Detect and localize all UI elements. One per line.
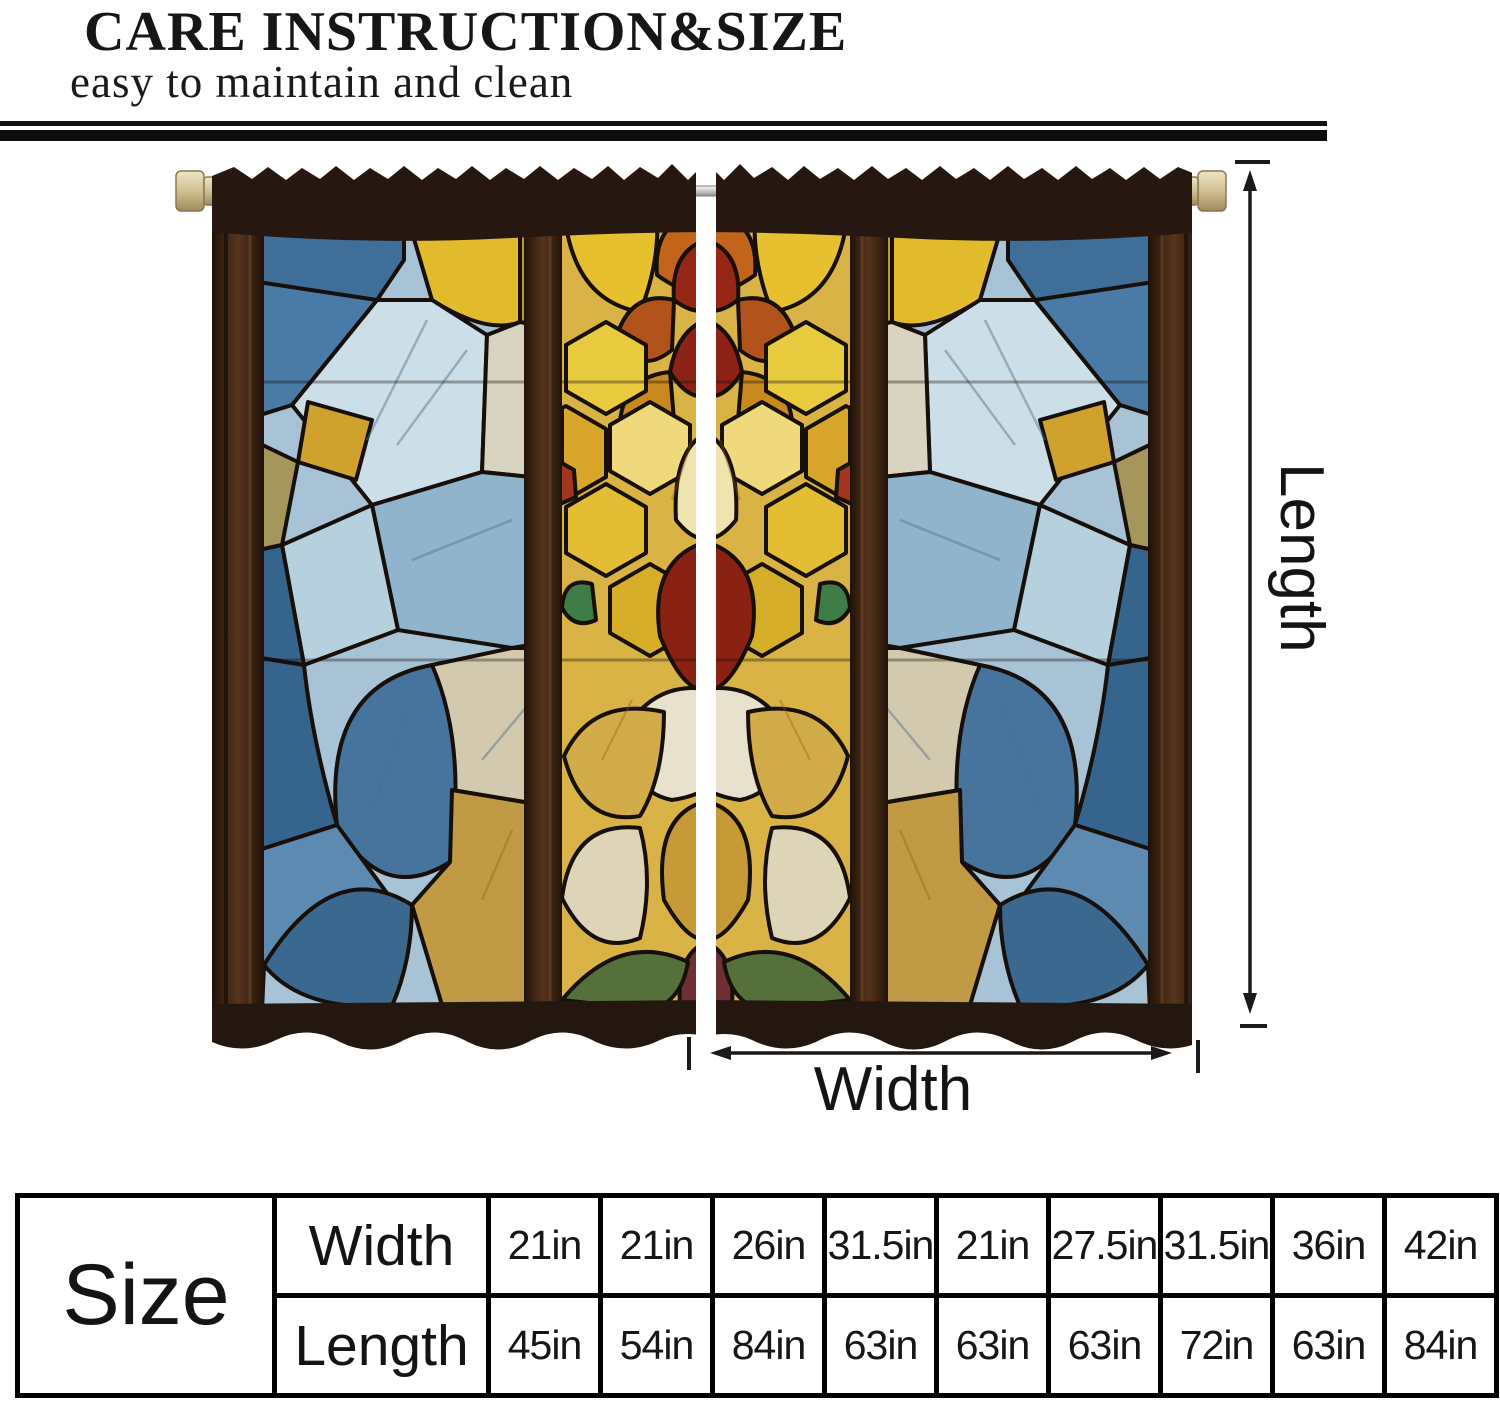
width-dimension-label: Width: [813, 1055, 973, 1124]
length-value: 54in: [598, 1293, 715, 1398]
curtain-panel-left: [212, 162, 696, 1052]
length-value: 84in: [710, 1293, 827, 1398]
length-value: 63in: [1046, 1293, 1163, 1398]
width-value: 42in: [1382, 1193, 1499, 1298]
curtain-panel-right: [716, 162, 1192, 1052]
size-chart: Size Width 21in 21in 26in 31.5in 21in 27…: [15, 1193, 1499, 1398]
width-value: 21in: [486, 1193, 603, 1298]
length-value: 84in: [1382, 1293, 1499, 1398]
size-table: Size Width 21in 21in 26in 31.5in 21in 27…: [15, 1193, 1499, 1398]
table-row-width: Size Width 21in 21in 26in 31.5in 21in 27…: [15, 1193, 1499, 1398]
width-value: 36in: [1270, 1193, 1387, 1298]
page-title: CARE INSTRUCTION&SIZE: [84, 1, 848, 63]
size-corner-cell: Size: [15, 1193, 277, 1398]
length-tick-top: [1235, 160, 1270, 164]
width-row-header: Width: [272, 1193, 491, 1298]
length-arrow: [1235, 160, 1270, 1028]
page-subtitle: easy to maintain and clean: [70, 57, 574, 107]
length-dimension-label: Length: [1267, 463, 1336, 653]
length-tick-bottom: [1240, 1024, 1267, 1028]
width-tick-right: [1196, 1040, 1200, 1073]
length-value: 63in: [934, 1293, 1051, 1398]
length-value: 63in: [822, 1293, 939, 1398]
length-value: 63in: [1270, 1293, 1387, 1398]
width-value: 26in: [710, 1193, 827, 1298]
divider-line-thick: [0, 130, 1327, 141]
width-value: 27.5in: [1046, 1193, 1163, 1298]
divider-line-thin: [0, 121, 1327, 126]
length-row-header: Length: [272, 1293, 491, 1398]
width-value: 21in: [934, 1193, 1051, 1298]
length-value: 72in: [1158, 1293, 1275, 1398]
table-row-length: Length 45in 54in 84in 63in 63in 63in 72i…: [18, 1293, 1499, 1398]
width-value: 31.5in: [822, 1193, 939, 1298]
length-value: 45in: [486, 1293, 603, 1398]
width-value: 21in: [598, 1193, 715, 1298]
width-arrow: [687, 1037, 1200, 1073]
width-tick-left: [687, 1037, 691, 1070]
width-value: 31.5in: [1158, 1193, 1275, 1298]
